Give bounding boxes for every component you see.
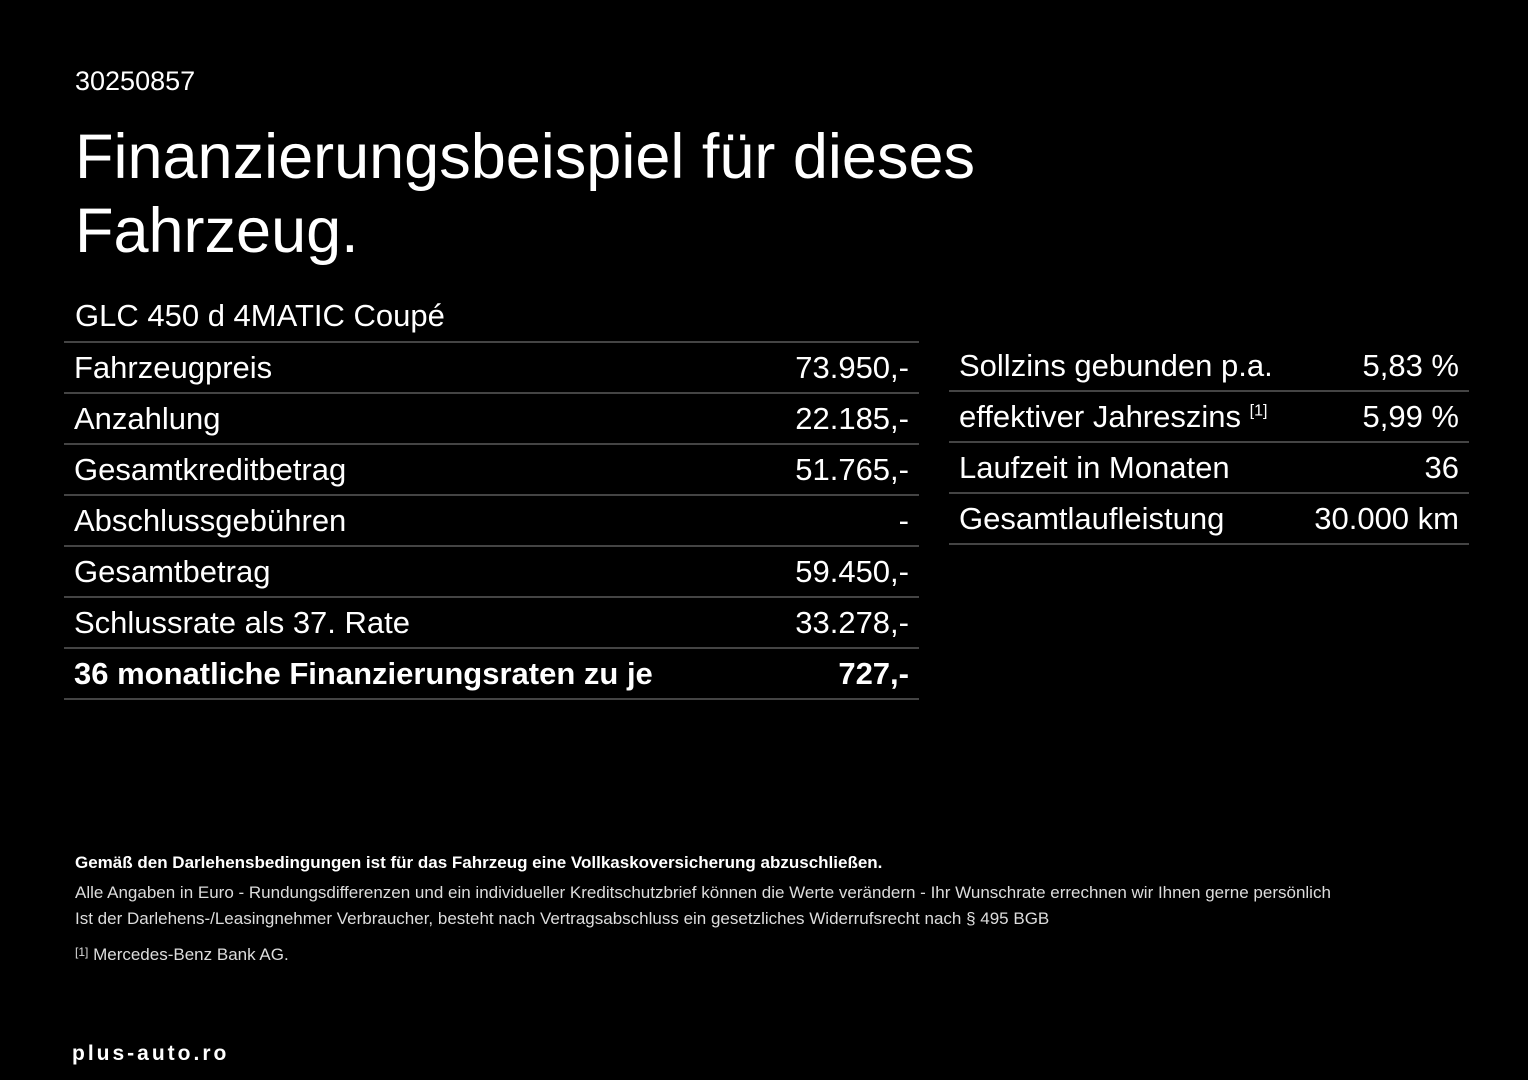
row: 36 monatliche Finanzierungsraten zu je 72…: [64, 648, 919, 700]
row: Schlussrate als 37. Rate 33.278,-: [64, 597, 919, 649]
footnote-ref: [1]: [1249, 402, 1268, 420]
footnote: Mercedes-Benz Bank AG.: [93, 945, 289, 964]
note: Gemäß den Darlehensbedingungen ist für d…: [75, 853, 883, 872]
label: Laufzeit in Monaten: [949, 442, 1298, 494]
row: Gesamtlaufleistung 30.000 km: [949, 493, 1469, 545]
value: 5,83 %: [1297, 341, 1469, 392]
label: effektiver Jahreszins [1]: [949, 391, 1298, 443]
row: Fahrzeugpreis 73.950,-: [64, 342, 919, 394]
row: Sollzins gebunden p.a. 5,83 %: [949, 341, 1469, 392]
right-table: Sollzins gebunden p.a. 5,83 % effektiver J…: [949, 341, 1469, 545]
row: Laufzeit in Monaten 36: [949, 442, 1469, 494]
value: 5,99 %: [1297, 391, 1469, 443]
label: Gesamtkreditbetrag: [64, 444, 763, 496]
left-table: Fahrzeugpreis 73.950,- Anzahlung 22.185,- Ge…: [64, 341, 919, 700]
value: 51.765,-: [762, 444, 919, 496]
note: Ist der Darlehens-/Leasingnehmer Verbrau…: [75, 909, 1050, 928]
label: 36 monatliche Finanzierungsraten zu je: [64, 648, 763, 700]
label: Anzahlung: [64, 393, 763, 445]
value: 36: [1297, 442, 1469, 494]
value: 33.278,-: [762, 597, 919, 649]
value: 73.950,-: [762, 342, 919, 394]
label: Sollzins gebunden p.a.: [949, 341, 1298, 392]
value: 59.450,-: [762, 546, 919, 598]
label: Gesamtlaufleistung: [949, 493, 1298, 545]
watermark: plus-auto.ro: [72, 1042, 230, 1065]
footnote-mark: [1]: [75, 945, 89, 959]
note: Alle Angaben in Euro - Rundungsdifferenz…: [75, 883, 1331, 902]
label: Abschlussgebühren: [64, 495, 763, 547]
value: 22.185,-: [762, 393, 919, 445]
label: Gesamtbetrag: [64, 546, 763, 598]
value: -: [762, 495, 919, 547]
row: Gesamtkreditbetrag 51.765,-: [64, 444, 919, 496]
label: Schlussrate als 37. Rate: [64, 597, 763, 649]
row: Anzahlung 22.185,-: [64, 393, 919, 445]
id: 30250857: [75, 66, 196, 96]
title: Finanzierungsbeispiel für dieses Fahrzeu…: [75, 122, 975, 266]
row: effektiver Jahreszins [1] 5,99 %: [949, 391, 1469, 443]
model: GLC 450 d 4MATIC Coupé: [75, 298, 445, 333]
value: 727,-: [762, 648, 919, 700]
label: Fahrzeugpreis: [64, 342, 763, 394]
value: 30.000 km: [1297, 493, 1469, 545]
label-text: effektiver Jahreszins: [959, 398, 1241, 434]
row: Gesamtbetrag 59.450,-: [64, 546, 919, 598]
row: Abschlussgebühren -: [64, 495, 919, 547]
